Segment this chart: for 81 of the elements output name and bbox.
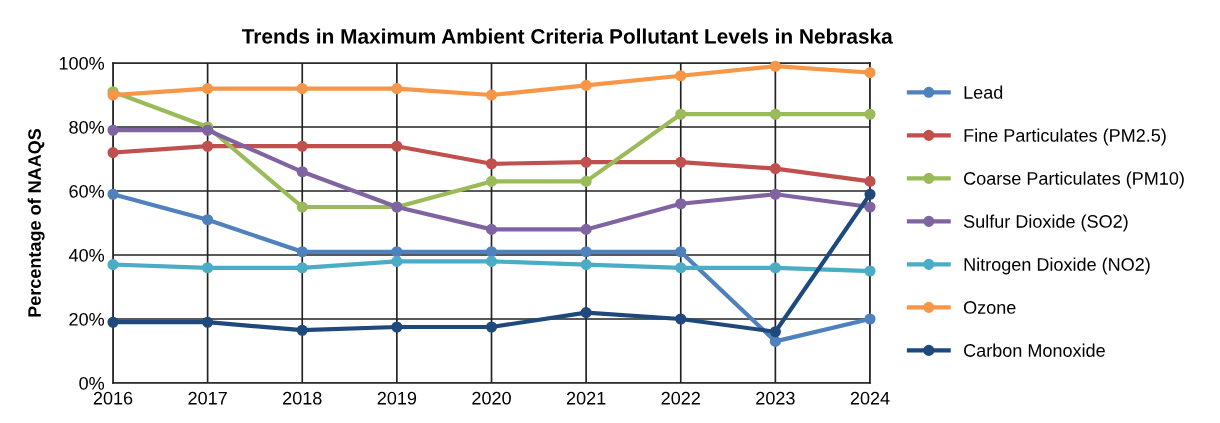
- point: [391, 321, 403, 333]
- point: [202, 83, 214, 95]
- point: [769, 188, 781, 200]
- y-tick-label: 20%: [69, 312, 105, 326]
- point: [107, 147, 119, 159]
- point: [580, 156, 592, 168]
- point: [296, 201, 308, 213]
- point: [107, 124, 119, 136]
- y-tick-label: 0%: [79, 376, 105, 390]
- point: [485, 175, 498, 187]
- legend-label: Coarse Particulates (PM10): [964, 171, 1184, 189]
- legend-label: Ozone: [963, 301, 1016, 314]
- point: [769, 262, 781, 274]
- x-tick-label: 2016: [93, 391, 133, 405]
- legend-label: Fine Particulates (PM2.5): [964, 128, 1166, 146]
- point: [675, 156, 687, 168]
- point: [485, 255, 498, 267]
- legend-label: Sulfur Dioxide (SO2): [963, 214, 1128, 232]
- point: [296, 246, 308, 258]
- point: [296, 324, 308, 336]
- point: [675, 70, 687, 82]
- x-tick-label: 2018: [283, 391, 322, 405]
- x-tick-label: 2020: [472, 391, 511, 405]
- point: [485, 89, 498, 101]
- x-tick-label: 2019: [377, 391, 417, 405]
- x-tick-label: 2022: [661, 391, 700, 405]
- point: [675, 246, 687, 258]
- x-tick-label: 2024: [850, 391, 890, 405]
- y-tick-label: 80%: [69, 120, 105, 134]
- point: [202, 214, 214, 226]
- point: [675, 198, 687, 210]
- point: [485, 223, 498, 235]
- point: [296, 166, 308, 178]
- point: [769, 335, 781, 347]
- point: [864, 175, 876, 187]
- x-tick-label: 2023: [756, 391, 795, 405]
- point: [864, 108, 876, 120]
- point: [864, 188, 876, 200]
- y-tick-label: 100%: [59, 56, 105, 70]
- x-tick-label: 2017: [188, 391, 227, 405]
- point: [769, 60, 781, 72]
- point: [202, 262, 214, 274]
- point: [107, 259, 119, 271]
- point: [580, 79, 592, 91]
- point: [296, 83, 308, 95]
- point: [580, 175, 592, 187]
- y-tick-label: 60%: [69, 184, 105, 198]
- point: [580, 307, 592, 319]
- point: [391, 140, 403, 152]
- point: [107, 316, 119, 328]
- point: [769, 163, 781, 175]
- legend-label: Carbon Monoxide: [964, 343, 1105, 357]
- point: [391, 246, 403, 258]
- point: [485, 321, 498, 333]
- point: [675, 108, 687, 120]
- point: [675, 262, 687, 274]
- point: [580, 259, 592, 271]
- point: [864, 67, 876, 79]
- point: [580, 246, 592, 258]
- point: [675, 313, 687, 325]
- point: [391, 255, 403, 267]
- point: [485, 246, 498, 258]
- point: [580, 223, 592, 235]
- point: [485, 158, 498, 170]
- point: [769, 326, 781, 338]
- point: [864, 313, 876, 325]
- point: [769, 108, 781, 120]
- point: [391, 83, 403, 95]
- point: [864, 201, 876, 213]
- point: [202, 140, 214, 152]
- point: [296, 140, 308, 152]
- point: [107, 188, 119, 200]
- point: [296, 262, 308, 274]
- legend-label: Nitrogen Dioxide (NO2): [964, 257, 1150, 275]
- x-tick-label: 2021: [566, 391, 606, 405]
- legend-label: Lead: [964, 85, 1003, 99]
- chart-title: Trends in Maximum Ambient Criteria Pollutant Levels in Nebraska: [241, 28, 893, 44]
- y-tick-label: 40%: [68, 248, 105, 262]
- point: [864, 265, 876, 277]
- y-axis-title: Percentage of NAAQS: [27, 128, 45, 317]
- point: [202, 316, 214, 328]
